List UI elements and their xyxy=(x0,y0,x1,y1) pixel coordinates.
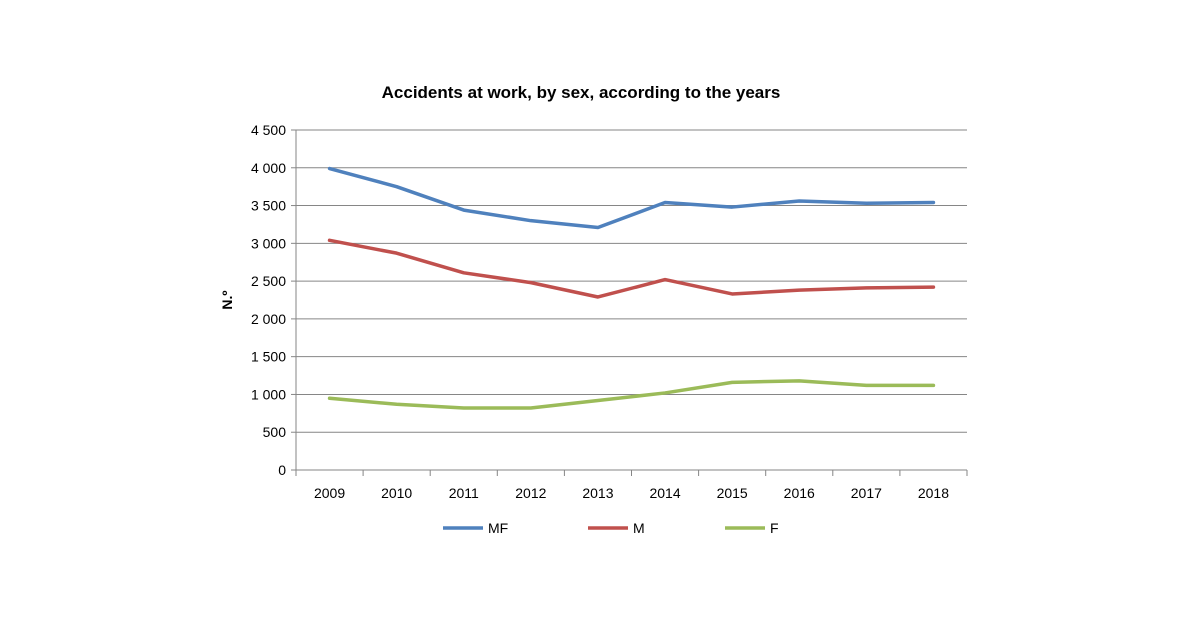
y-tick-label: 4 500 xyxy=(251,122,286,138)
y-tick-labels: 0 500 1 000 1 500 2 000 2 500 3 000 3 500 4 000 4… xyxy=(251,122,286,478)
y-tick-label: 3 000 xyxy=(251,235,286,251)
series-line-mf xyxy=(327,166,936,230)
axes xyxy=(291,129,968,476)
y-tick-label: 3 500 xyxy=(251,198,286,214)
x-tick-label: 2018 xyxy=(918,485,949,501)
y-axis-title: N.º xyxy=(219,290,235,309)
y-tick-label: 1 500 xyxy=(251,349,286,365)
x-tick-label: 2015 xyxy=(717,485,748,501)
x-tick-labels: 2009 2010 2011 2012 2013 2014 2015 2016 2017 2018 xyxy=(314,485,949,501)
x-tick-label: 2011 xyxy=(449,485,479,501)
legend-label-m: M xyxy=(633,520,645,536)
series-lines xyxy=(327,166,936,410)
y-tick-label: 0 xyxy=(278,462,286,478)
y-tick-label: 1 000 xyxy=(251,386,286,402)
y-tick-label: 4 000 xyxy=(251,160,286,176)
x-tick-label: 2009 xyxy=(314,485,345,501)
x-tick-label: 2016 xyxy=(784,485,815,501)
x-tick-label: 2013 xyxy=(582,485,613,501)
x-tick-label: 2014 xyxy=(649,485,680,501)
series-line-f xyxy=(327,379,936,410)
y-tick-label: 2 000 xyxy=(251,311,286,327)
legend-label-f: F xyxy=(770,520,779,536)
x-tick-label: 2017 xyxy=(851,485,882,501)
y-tick-label: 2 500 xyxy=(251,273,286,289)
y-tick-label: 500 xyxy=(263,424,287,440)
gridlines xyxy=(296,129,967,433)
legend: MF M F xyxy=(443,520,779,536)
series-line-m xyxy=(327,238,936,299)
chart-title: Accidents at work, by sex, according to … xyxy=(382,83,781,102)
x-tick-label: 2010 xyxy=(381,485,412,501)
x-tick-label: 2012 xyxy=(515,485,546,501)
legend-label-mf: MF xyxy=(488,520,508,536)
